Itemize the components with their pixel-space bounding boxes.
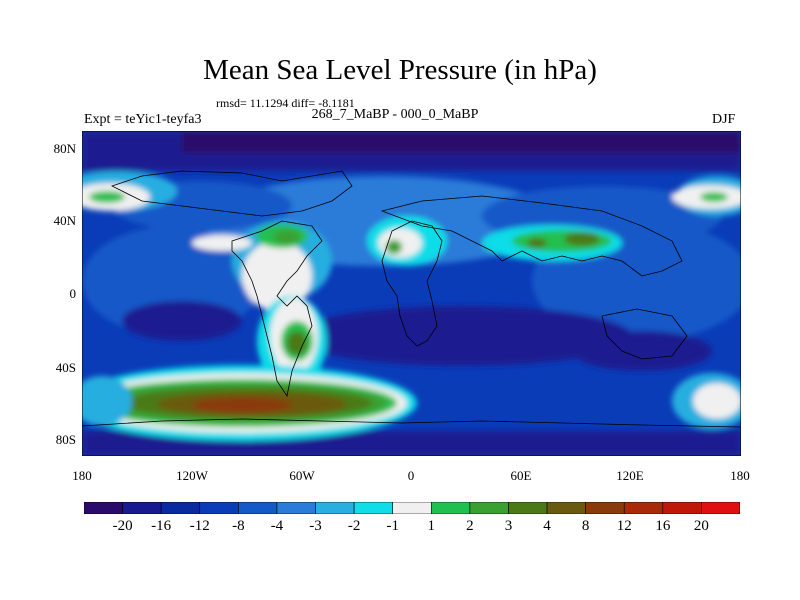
lat-label: 0 [69, 286, 77, 301]
colorbar-swatch [508, 502, 548, 514]
colorbar-label: -2 [347, 518, 361, 534]
lat-label: 80S [55, 432, 76, 447]
lon-label: 60E [510, 468, 532, 483]
lon-label: 120E [616, 468, 644, 483]
lon-label: 180 [730, 468, 750, 483]
pressure-field [82, 131, 741, 456]
experiment-label: Expt = teYic1-teyfa3 [84, 112, 202, 127]
colorbar-swatch [701, 502, 740, 514]
colorbar-label: 20 [693, 518, 709, 534]
colorbar [84, 502, 740, 514]
lon-label: 120W [176, 468, 208, 483]
colorbar-label: -1 [386, 518, 399, 534]
colorbar-label: -12 [189, 518, 210, 534]
colorbar-swatch [353, 502, 394, 514]
colorbar-swatch [238, 502, 278, 514]
colorbar-label: 16 [655, 518, 671, 534]
lon-label: 180 [72, 468, 92, 483]
coastlines [82, 170, 741, 428]
colorbar-label: 12 [616, 518, 632, 534]
colorbar-swatch [392, 502, 432, 514]
colorbar-label: -3 [309, 518, 322, 534]
colorbar-swatch [469, 502, 509, 514]
pressure-map [82, 131, 741, 456]
colorbar-swatch [199, 502, 239, 514]
colorbar-swatch [160, 502, 201, 514]
colorbar-swatch [546, 502, 586, 514]
colorbar-swatch [662, 502, 702, 514]
season-label: DJF [712, 112, 736, 127]
stats-label: rmsd= 11.1294 diff= -8.1181 [216, 96, 355, 110]
lat-label: 40N [53, 213, 76, 228]
colorbar-label: 1 [427, 518, 436, 534]
lat-label: 40S [55, 360, 76, 375]
colorbar-swatch [623, 502, 664, 514]
colorbar-label: -8 [232, 518, 245, 534]
colorbar-swatch [585, 502, 625, 514]
colorbar-label: 3 [504, 518, 513, 534]
colorbar-label: 8 [581, 518, 590, 534]
colorbar-swatch [276, 502, 316, 514]
lat-label: 80N [53, 141, 76, 156]
lon-label: 60W [289, 468, 315, 483]
colorbar-swatch [84, 502, 123, 514]
colorbar-label: -4 [270, 518, 284, 534]
colorbar-swatch [315, 502, 355, 514]
lon-label: 0 [407, 468, 415, 483]
colorbar-swatch [122, 502, 162, 514]
colorbar-label: 2 [466, 518, 474, 534]
map-title: Mean Sea Level Pressure (in hPa) [203, 54, 597, 86]
experiment-subtitle: 268_7_MaBP - 000_0_MaBP [311, 107, 479, 122]
colorbar-label: -20 [112, 518, 133, 534]
colorbar-swatch [430, 502, 471, 514]
colorbar-label: 4 [543, 518, 551, 534]
colorbar-label: -16 [151, 518, 172, 534]
